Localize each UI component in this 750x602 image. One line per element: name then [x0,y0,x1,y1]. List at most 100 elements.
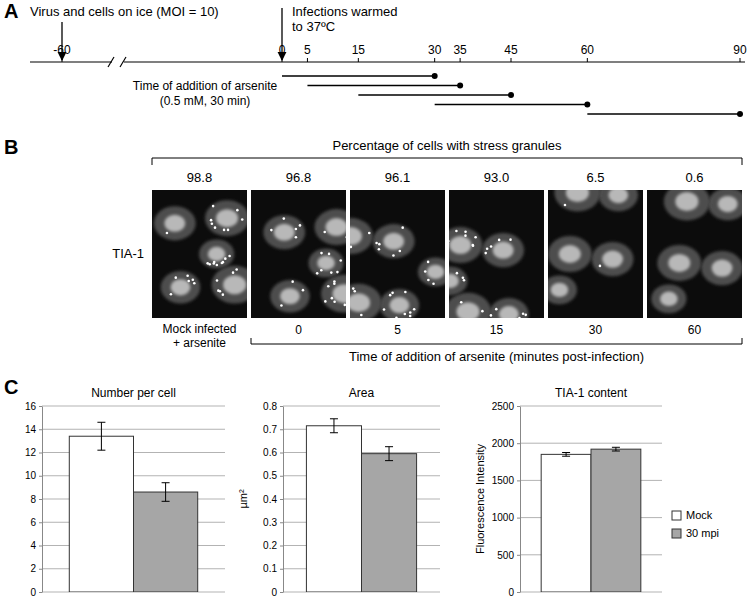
panel-title: Percentage of cells with stress granules [332,138,562,153]
tick-mark [280,592,283,593]
tick-label: 2 [30,563,36,574]
micrograph-background [251,190,346,318]
tick-label: 12 [25,447,37,458]
stress-granule [333,300,336,303]
nucleus [449,236,471,254]
tick-label: 0.4 [263,494,277,505]
nucleus [559,245,581,263]
legend: Mock30 mpi [672,509,719,539]
bar [591,449,641,592]
stress-granule [432,282,435,285]
stress-granule [389,294,392,297]
error-bar [330,419,338,433]
tick: 0 [30,587,42,598]
micrograph [548,190,643,318]
stress-granule [223,229,226,232]
tick-label: 2500 [492,401,515,412]
tick-mark [280,569,283,570]
tick: 0.5 [263,470,283,481]
time-label: 60 [688,323,702,337]
tick: 14 [25,424,42,435]
tick: 2500 [492,401,520,412]
tick-label: 0.7 [263,424,277,435]
cytoplasm [212,266,247,304]
stress-granule [270,229,273,232]
error-bar-stem [165,483,166,502]
cytoplasm [263,215,305,249]
stress-granule [174,276,177,279]
micrograph [449,190,544,318]
stress-granule [392,254,395,257]
chart-title: Area [349,386,375,400]
stress-granule [484,252,487,255]
stress-granule [211,222,214,225]
cytoplasm [308,249,343,278]
tick: 4 [30,540,42,551]
tick-mark [517,480,520,481]
stress-granule [323,231,326,234]
stress-granule [462,276,465,279]
nucleus [602,251,623,268]
cytoplasm [592,242,634,276]
error-bar-cap [97,422,105,423]
tick-label: 0.2 [263,540,277,551]
stress-granule [383,308,386,311]
micrograph [251,190,346,318]
cytoplasm [205,200,247,236]
nucleus [551,283,569,297]
tick-label: 30 [428,43,442,57]
error-bar-cap [612,451,620,452]
tick: 1500 [492,475,520,486]
cytoplasm [449,227,482,263]
cytoplasm [270,280,310,312]
stress-granule [464,234,467,237]
cytoplasm [350,284,382,318]
stress-granule [330,271,333,274]
stress-granule [333,280,336,283]
stress-granule [509,238,512,241]
cytoplasm [199,240,234,269]
arrow [61,22,62,60]
stress-granule [378,243,381,246]
legend-entry: Mock [686,509,713,521]
tick-mark [280,453,283,454]
error-bar [612,447,620,451]
bar [362,454,417,592]
stress-granule [413,308,416,311]
stress-granule [241,218,244,221]
nucleus [499,306,519,318]
interval-end [432,73,438,79]
nucleus [350,227,362,245]
stress-granule [404,291,407,294]
treatment-interval [307,85,460,87]
nucleus [274,224,295,241]
cytoplasm [449,266,468,295]
y-axis: 05001000150020002500 [492,401,521,598]
tick-label: 0 [271,587,277,598]
stress-granule [170,293,173,296]
error-bar-cap [562,452,570,453]
tick-label: 2000 [492,438,515,449]
stress-granule [522,313,525,316]
cytoplasm [154,206,196,240]
stress-granule [316,272,319,275]
condition-label: + arsenite [173,336,226,350]
stress-granule [328,253,331,256]
nucleus [566,190,589,202]
nucleus [608,190,628,203]
stress-granule [216,279,219,282]
stress-granule [481,310,484,313]
panel-label: A [4,0,18,22]
tick: 0.6 [263,447,283,458]
tick: 0.8 [263,401,283,412]
nucleus [333,284,346,303]
treatment-interval [358,94,511,96]
treatment-interval [587,113,740,115]
error-bar-cap [612,447,620,448]
nucleus [668,254,690,272]
chart-title: Number per cell [91,386,176,400]
tick-mark [280,476,283,477]
stress-granule [228,255,231,258]
tick-mark [39,476,42,477]
stress-granule [399,250,402,253]
